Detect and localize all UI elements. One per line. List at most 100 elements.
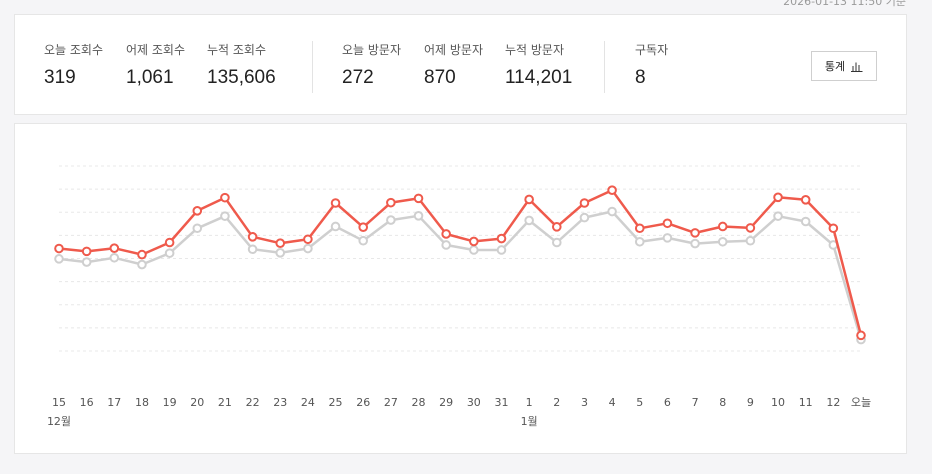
x-tick-label: 9 [747,396,754,409]
stat-value: 870 [424,67,456,88]
visitors-data-point[interactable] [137,259,147,270]
visitors-data-point[interactable] [192,223,203,234]
x-tick-label: 22 [246,396,260,409]
x-tick-label: 5 [636,396,643,409]
x-tick-label: 17 [107,396,121,409]
stat-yesterday-views: 어제 조회수 1,061 [126,41,185,89]
views-data-point[interactable] [220,192,230,203]
visitors-data-point[interactable] [109,252,120,263]
visitors-data-point[interactable] [745,235,756,246]
views-data-point[interactable] [247,231,258,242]
visitors-data-point[interactable] [303,243,313,254]
chart-gridlines [59,165,861,352]
visitors-data-point[interactable] [551,237,562,248]
x-tick-label: 12 [826,396,840,409]
views-data-point[interactable] [386,197,396,208]
x-tick-label: 10 [771,396,785,409]
visitors-data-point[interactable] [413,211,424,221]
views-data-point[interactable] [330,198,341,208]
views-data-point[interactable] [828,223,839,234]
x-tick-label: 4 [609,396,616,409]
visitors-data-point[interactable] [330,221,341,232]
month-label: 12월 [47,415,71,428]
chart-series [54,185,866,345]
views-data-point[interactable] [662,218,673,229]
visitors-data-point[interactable] [800,216,811,227]
views-data-point[interactable] [717,221,728,232]
x-tick-label: 19 [163,396,177,409]
views-data-point[interactable] [856,330,866,341]
visitors-data-point[interactable] [164,248,175,258]
bar-chart-icon [851,62,863,72]
x-tick-label: 8 [719,396,726,409]
views-data-point[interactable] [358,222,369,232]
x-tick-label: 26 [356,396,370,409]
stat-subscribers: 구독자 8 [635,41,668,89]
visits-chart-card: 15 16 17 18 19 20 21 22 23 24 25 26 27 28 29 30 31 1 2 3 4 5 6… [14,123,907,454]
views-data-point[interactable] [634,223,645,234]
visitors-data-point[interactable] [358,235,369,246]
visitors-data-point[interactable] [634,236,645,247]
statistics-button[interactable]: 통계 [811,51,877,81]
x-tick-label: 2 [553,396,560,409]
views-data-point[interactable] [551,222,562,232]
stat-label: 오늘 조회수 [44,43,104,57]
stat-label: 구독자 [635,43,669,57]
visitors-data-point[interactable] [690,238,700,249]
x-tick-label: 23 [273,396,287,409]
views-data-point[interactable] [54,243,64,254]
divider [312,41,313,93]
stat-yesterday-visitors: 어제 방문자 870 [424,41,483,89]
stat-value: 114,201 [505,67,573,88]
visitors-data-point[interactable] [386,215,396,225]
visitors-data-point[interactable] [607,206,617,217]
stat-label: 누적 방문자 [505,43,565,57]
views-data-point[interactable] [441,229,451,239]
x-tick-label: 18 [135,396,149,409]
x-tick-label: 30 [467,396,481,409]
visitors-data-point[interactable] [54,254,64,264]
visitors-data-point[interactable] [275,248,286,258]
stat-label: 어제 방문자 [424,43,484,57]
visitors-data-point[interactable] [496,245,507,255]
views-data-point[interactable] [745,223,756,233]
x-tick-label: 25 [329,396,343,409]
views-data-point[interactable] [109,243,120,253]
visitors-data-point[interactable] [524,215,534,226]
visitors-data-point[interactable] [662,233,673,243]
x-tick-label: 11 [799,396,813,409]
views-data-point[interactable] [773,192,783,203]
views-data-point[interactable] [164,237,175,248]
x-tick-label: 오늘 [851,396,871,409]
views-data-point[interactable] [496,233,507,244]
visitors-data-point[interactable] [247,244,258,255]
views-data-point[interactable] [469,236,479,247]
views-data-point[interactable] [303,234,313,245]
x-tick-label: 1 [526,396,533,409]
visitors-data-point[interactable] [81,257,92,267]
views-data-point[interactable] [800,194,811,205]
timestamp: 2026-01-13 11:50 기준 [783,0,906,8]
views-data-point[interactable] [413,193,424,204]
visitors-data-point[interactable] [469,245,479,255]
visitors-data-point[interactable] [773,211,783,221]
views-data-point[interactable] [81,246,92,257]
stat-value: 272 [342,67,374,88]
views-data-point[interactable] [690,228,700,238]
views-data-point[interactable] [579,198,590,208]
views-data-point[interactable] [137,249,147,260]
statistics-button-label: 통계 [824,60,846,73]
visitors-data-point[interactable] [220,211,230,221]
x-tick-label: 6 [664,396,671,409]
stat-today-views: 오늘 조회수 319 [44,41,103,89]
visitors-data-point[interactable] [579,212,590,223]
views-data-point[interactable] [524,194,534,205]
views-data-point[interactable] [192,206,203,216]
stat-value: 319 [44,67,76,88]
views-data-point[interactable] [275,238,286,249]
x-tick-label: 28 [412,396,426,409]
visits-line-chart: 15 16 17 18 19 20 21 22 23 24 25 26 27 28 29 30 31 1 2 3 4 5 6… [47,165,871,428]
views-data-point[interactable] [607,185,617,195]
visitors-data-point[interactable] [441,240,451,250]
visitors-data-point[interactable] [717,236,728,247]
